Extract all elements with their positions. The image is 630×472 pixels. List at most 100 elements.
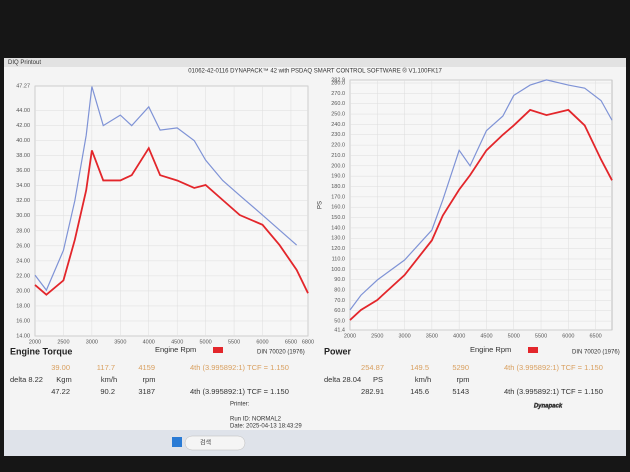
peak-value: 282.91 — [361, 387, 384, 396]
app-name: DIQ Printout — [8, 60, 41, 66]
x-axis-label: Engine Rpm — [470, 345, 511, 354]
y-tick-label: 270.0 — [331, 91, 345, 97]
x-tick-label: 6000 — [562, 333, 574, 339]
curve — [34, 146, 309, 296]
y-tick-label: 28.00 — [16, 228, 30, 234]
y-tick-label: 140.0 — [331, 225, 345, 231]
y-tick-label: 230.0 — [331, 132, 345, 138]
x-tick-label: 2500 — [371, 333, 383, 339]
peak-value: 3187 — [138, 387, 155, 396]
x-tick-label: 5500 — [228, 339, 240, 345]
x-tick-label: 6000 — [256, 339, 268, 345]
y-tick-label: 282.9 — [331, 77, 345, 83]
x-tick-label: 4000 — [143, 339, 155, 345]
y-tick-label: 200.0 — [331, 163, 345, 169]
y-tick-label: 30.00 — [16, 213, 30, 219]
plot-area — [34, 85, 309, 337]
cursor-value: 4th (3.995892:1) TCF = 1.150 — [504, 363, 603, 372]
cursor-value: 39.00 — [51, 363, 70, 372]
y-tick-label: 170.0 — [331, 194, 345, 200]
cursor-value: 117.7 — [97, 363, 115, 372]
y-tick-label: 160.0 — [331, 205, 345, 211]
y-tick-label: 38.00 — [16, 153, 30, 159]
norm-note: DIN 70020 (1976) — [572, 350, 620, 356]
y-tick-label: 16.00 — [16, 318, 30, 324]
unit-label: PS — [373, 375, 383, 384]
y-tick-label: 80.0 — [334, 287, 345, 293]
x-tick-label: 4500 — [480, 333, 492, 339]
peak-value: 4th (3.995892:1) TCF = 1.150 — [190, 387, 289, 396]
y-tick-label: 32.00 — [16, 198, 30, 204]
printer: Printer: — [230, 402, 250, 408]
y-tick-label: 60.0 — [334, 308, 345, 314]
y-tick-label: 110.0 — [332, 256, 345, 262]
peak-value: 90.2 — [100, 387, 115, 396]
y-tick-label: 20.00 — [16, 288, 30, 294]
y-tick-label: 26.00 — [16, 243, 30, 249]
search-box[interactable] — [184, 435, 246, 451]
chart-title: Engine Torque — [10, 346, 72, 356]
y-tick-label: 250.0 — [331, 112, 345, 118]
y-tick-label: 34.00 — [16, 183, 30, 189]
x-tick-label: 5500 — [535, 333, 547, 339]
x-tick-label: 4500 — [171, 339, 183, 345]
peak-value: 5143 — [452, 387, 469, 396]
curve — [349, 79, 613, 311]
y-tick-label: 280.0 — [331, 80, 345, 86]
unit-label: rpm — [143, 375, 156, 384]
taskbar — [4, 430, 626, 456]
y-tick-label: 36.00 — [16, 168, 30, 174]
x-tick-label: 2000 — [344, 333, 356, 339]
unit-label: Kgm — [56, 375, 71, 384]
y-tick-label: 190.0 — [331, 174, 345, 180]
x-tick-label: 5000 — [508, 333, 520, 339]
plot-area — [349, 79, 613, 331]
cursor-value: 254.87 — [361, 363, 384, 372]
color-key — [528, 347, 538, 353]
y-tick-label: 24.00 — [16, 258, 30, 264]
cursor-value: 149.5 — [410, 363, 429, 372]
x-tick-label: 5000 — [200, 339, 212, 345]
y-tick-label: 260.0 — [331, 101, 345, 107]
x-tick-label: 3500 — [426, 333, 438, 339]
unit-label: rpm — [457, 375, 470, 384]
cursor-value: 4th (3.995892:1) TCF = 1.150 — [190, 363, 289, 372]
run-id: Run ID: NORMAL2 — [230, 417, 282, 423]
y-tick-label: 42.00 — [16, 123, 30, 129]
y-tick-label: 130.0 — [331, 236, 345, 242]
y-tick-label: 41.4 — [334, 327, 345, 333]
y-tick-label: 18.00 — [16, 303, 30, 309]
y-tick-label: 40.00 — [16, 138, 30, 144]
y-tick-label: 240.0 — [331, 122, 345, 128]
curve — [349, 108, 613, 321]
x-tick-label: 6500 — [285, 339, 297, 345]
date: Date: 2025-04-13 18:43:29 — [230, 424, 302, 430]
peak-value: 145.6 — [410, 387, 429, 396]
unit-label: km/h — [415, 375, 431, 384]
norm-note: DIN 70020 (1976) — [257, 350, 305, 356]
x-tick-label: 2500 — [57, 339, 69, 345]
x-tick-label: 3000 — [398, 333, 410, 339]
y-tick-label: 150.0 — [331, 215, 345, 221]
x-tick-label: 3500 — [114, 339, 126, 345]
delta: delta 28.04 — [324, 375, 361, 384]
y-tick-label: 14.00 — [16, 333, 30, 339]
x-tick-label: 6500 — [590, 333, 602, 339]
peak-value: 47.22 — [51, 387, 70, 396]
x-tick-label: 6800 — [302, 339, 314, 345]
y-tick-label: 120.0 — [331, 246, 345, 252]
y-tick-label: 22.00 — [16, 273, 30, 279]
y-tick-label: 70.0 — [334, 298, 345, 304]
peak-value: 4th (3.995892:1) TCF = 1.150 — [504, 387, 603, 396]
y-tick-label: 47.27 — [16, 83, 30, 89]
y-tick-label: 90.0 — [334, 277, 345, 283]
logo: Dynapack — [534, 404, 563, 410]
x-tick-label: 4000 — [453, 333, 465, 339]
y-tick-label: 180.0 — [331, 184, 345, 190]
y-tick-label: 220.0 — [331, 143, 345, 149]
window-title: 01062-42-0116 DYNAPACK™ 42 with PSDAQ SM… — [188, 68, 442, 75]
start-button[interactable] — [172, 437, 182, 447]
y-tick-label: 50.0 — [334, 319, 345, 325]
chart-title: Power — [324, 346, 352, 356]
